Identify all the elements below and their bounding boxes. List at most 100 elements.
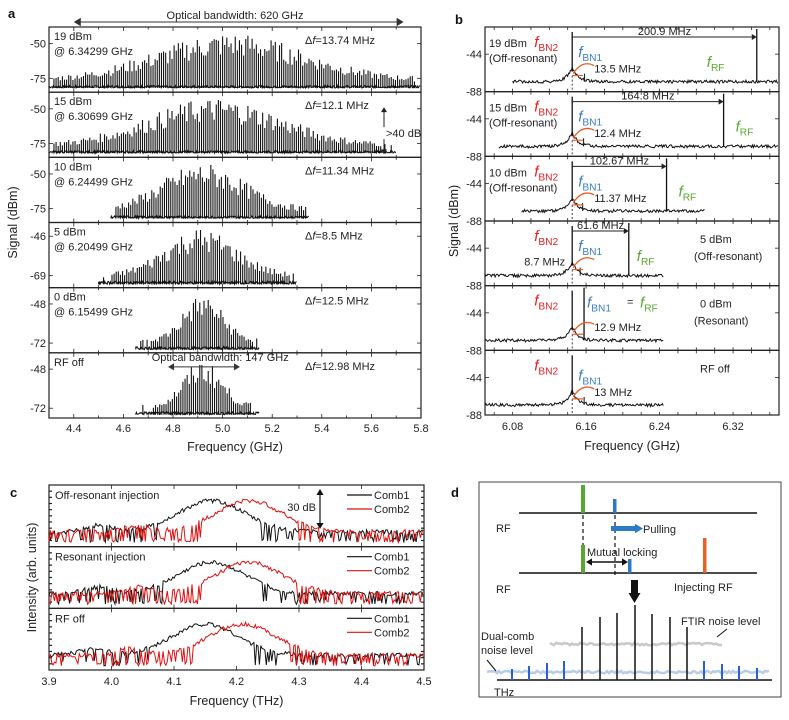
arrow-head [381,149,387,155]
y-tick-label: -88 [466,216,482,228]
f-rf-label: fRF [637,248,655,268]
arrow-head [628,593,641,603]
bn-gap-arc [572,257,595,268]
arrow-head [233,363,240,371]
subplot-frame [48,352,422,419]
x-tick-label: 5.4 [314,423,329,435]
subplot-title: Resonant injection [55,552,146,564]
bn-gap-arc [572,386,595,398]
panel-letter-a: a [8,6,16,21]
mode-label: (Off-resonant) [694,251,762,263]
panel-b-subplot: -44 -88 164.8 MHz 15 dBm (Off-resonant)fBN2 f… [466,91,780,163]
panel-c: Off-resonant injection Comb1 Comb2 30 dB Res… [25,484,432,708]
f-bn2-label: fBN2 [534,228,558,248]
panel-c-subplot: RF off Comb1 Comb2 [48,607,425,671]
bn-gap-arc [572,192,595,204]
injecting-rf-label: Injecting RF [674,582,733,594]
comb-lines-trace [53,35,415,89]
panel-a-subplot: -48 -72 0 dBm @ 6.15499 GHz Δf=12.5 MHz [30,287,422,354]
f-bn1-label: fBN1 [578,367,602,387]
mode-label: (Resonant) [694,316,748,328]
power-label: 5 dBm [700,234,732,246]
bn1-blue-line-2 [628,559,632,573]
arrow-head [635,523,643,534]
bn-gap-arc [572,127,595,139]
subplot-title: RF off [55,613,86,625]
comb1-trace [48,559,424,606]
arrow-head [623,228,629,234]
noise-floor-trace [110,213,310,221]
y-tick-label: -88 [466,281,482,293]
arrow-head [622,558,628,566]
f-bn1-label: fBN1 [578,109,602,129]
arrow-head [751,34,757,40]
panel-b-subplot: -44 -88 0 dBm (Resonant) fBN2 fBN1 = fRF 12.9 MH… [466,285,780,357]
optical-bandwidth-620-label: Optical bandwidth: 620 GHz [167,10,304,22]
comb-lines-trace [115,165,307,219]
subplot-title: Off-resonant injection [55,490,159,502]
panel-letter-d: d [451,485,459,500]
bn-gap-label: 13.5 MHz [594,64,641,76]
panel-b-subplot: -44 -88 200.9 MHz 19 dBm (Off-resonant)fBN2 f… [466,26,780,99]
spectrum-trace [484,326,664,344]
y-tick-label: -50 [30,39,46,51]
legend-comb2-label: Comb2 [374,504,409,516]
x-axis-title: Frequency (THz) [190,694,284,708]
power-label: 5 dBm [54,227,86,239]
spectrum-trace [498,129,779,150]
y-tick-label: -44 [466,243,482,255]
y-axis-title: Signal (dBm) [447,185,461,257]
arrow-head [73,17,81,27]
y-tick-label: -44 [466,372,482,384]
thz-label: THz [494,687,514,699]
subplot-frame [484,349,780,416]
spectrum-trace [512,65,779,85]
x-tick-label: 4.3 [291,676,306,688]
arrow-head [316,489,324,495]
comb-lines-trace [53,100,392,154]
f-bn1-label: fBN1 [578,44,602,64]
power-label: 15 dBm [54,96,92,108]
frequency-label: @ 6.34299 GHz [54,46,133,58]
legend-comb1-label: Comb1 [374,490,409,502]
label-bg [287,501,317,513]
x-tick-label: 6.24 [649,421,670,433]
delta-f-label: Δf=8.5 MHz [305,231,363,243]
dualcomb-noise-label-1: Dual-comb [481,631,534,643]
legend-comb2-label: Comb2 [374,627,409,639]
bn-gap-label: 11.37 MHz [594,193,646,205]
mode-label: (Off-resonant) [489,118,557,130]
optical-bandwidth-147-label: Optical bandwidth: 147 GHz [152,352,289,364]
panel-b-subplot: -44 -88 61.6 MHz 5 dBm (Off-resonant) fBN2 fBN… [466,220,780,293]
bn-gap-arc [572,63,595,74]
y-tick-label: -75 [30,204,46,216]
x-tick-label: 5.6 [364,423,379,435]
arrow-head [396,17,404,27]
f-rf-label: fRF [736,119,754,139]
rf-label-1: RF [496,523,511,535]
delta-f-label: Δf=11.34 MHz [305,165,374,177]
dualcomb-pointer [486,659,497,672]
bn-gap-label: 8.7 MHz [524,257,565,269]
x-tick-label: 4.2 [229,676,244,688]
subplot-frame [48,221,422,289]
panel-letter-b: b [455,12,463,27]
y-tick-label: -75 [30,138,46,150]
bn-gap-label: 12.9 MHz [594,322,641,334]
f-bn1-label: fBN1 [587,295,611,315]
ftir-noise-band [549,641,723,648]
power-label: RF off [700,363,731,375]
pulling-label: Pulling [643,524,676,536]
f-bn2-label: fBN2 [534,99,558,119]
comb-lines-trace [140,299,258,350]
power-label: 10 dBm [489,167,527,179]
x-tick-label: 6.08 [502,421,523,433]
equals-label: = [627,297,633,309]
panel-a-subplot: -50 -75 10 dBm @ 6.24499 GHz Δf=11.34 MHz [30,156,422,224]
x-tick-label: 4.6 [116,423,131,435]
panel-a-subplot: -50 -75 15 dBm @ 6.30699 GHz Δf=12.1 MHz >40 … [30,91,422,158]
panel-a-subplot: -48 -72 RF off Δf=12.98 MHz Optical bandwidt… [30,352,422,419]
legend-comb2-label: Comb2 [374,566,409,578]
y-tick-label: -48 [30,364,46,376]
